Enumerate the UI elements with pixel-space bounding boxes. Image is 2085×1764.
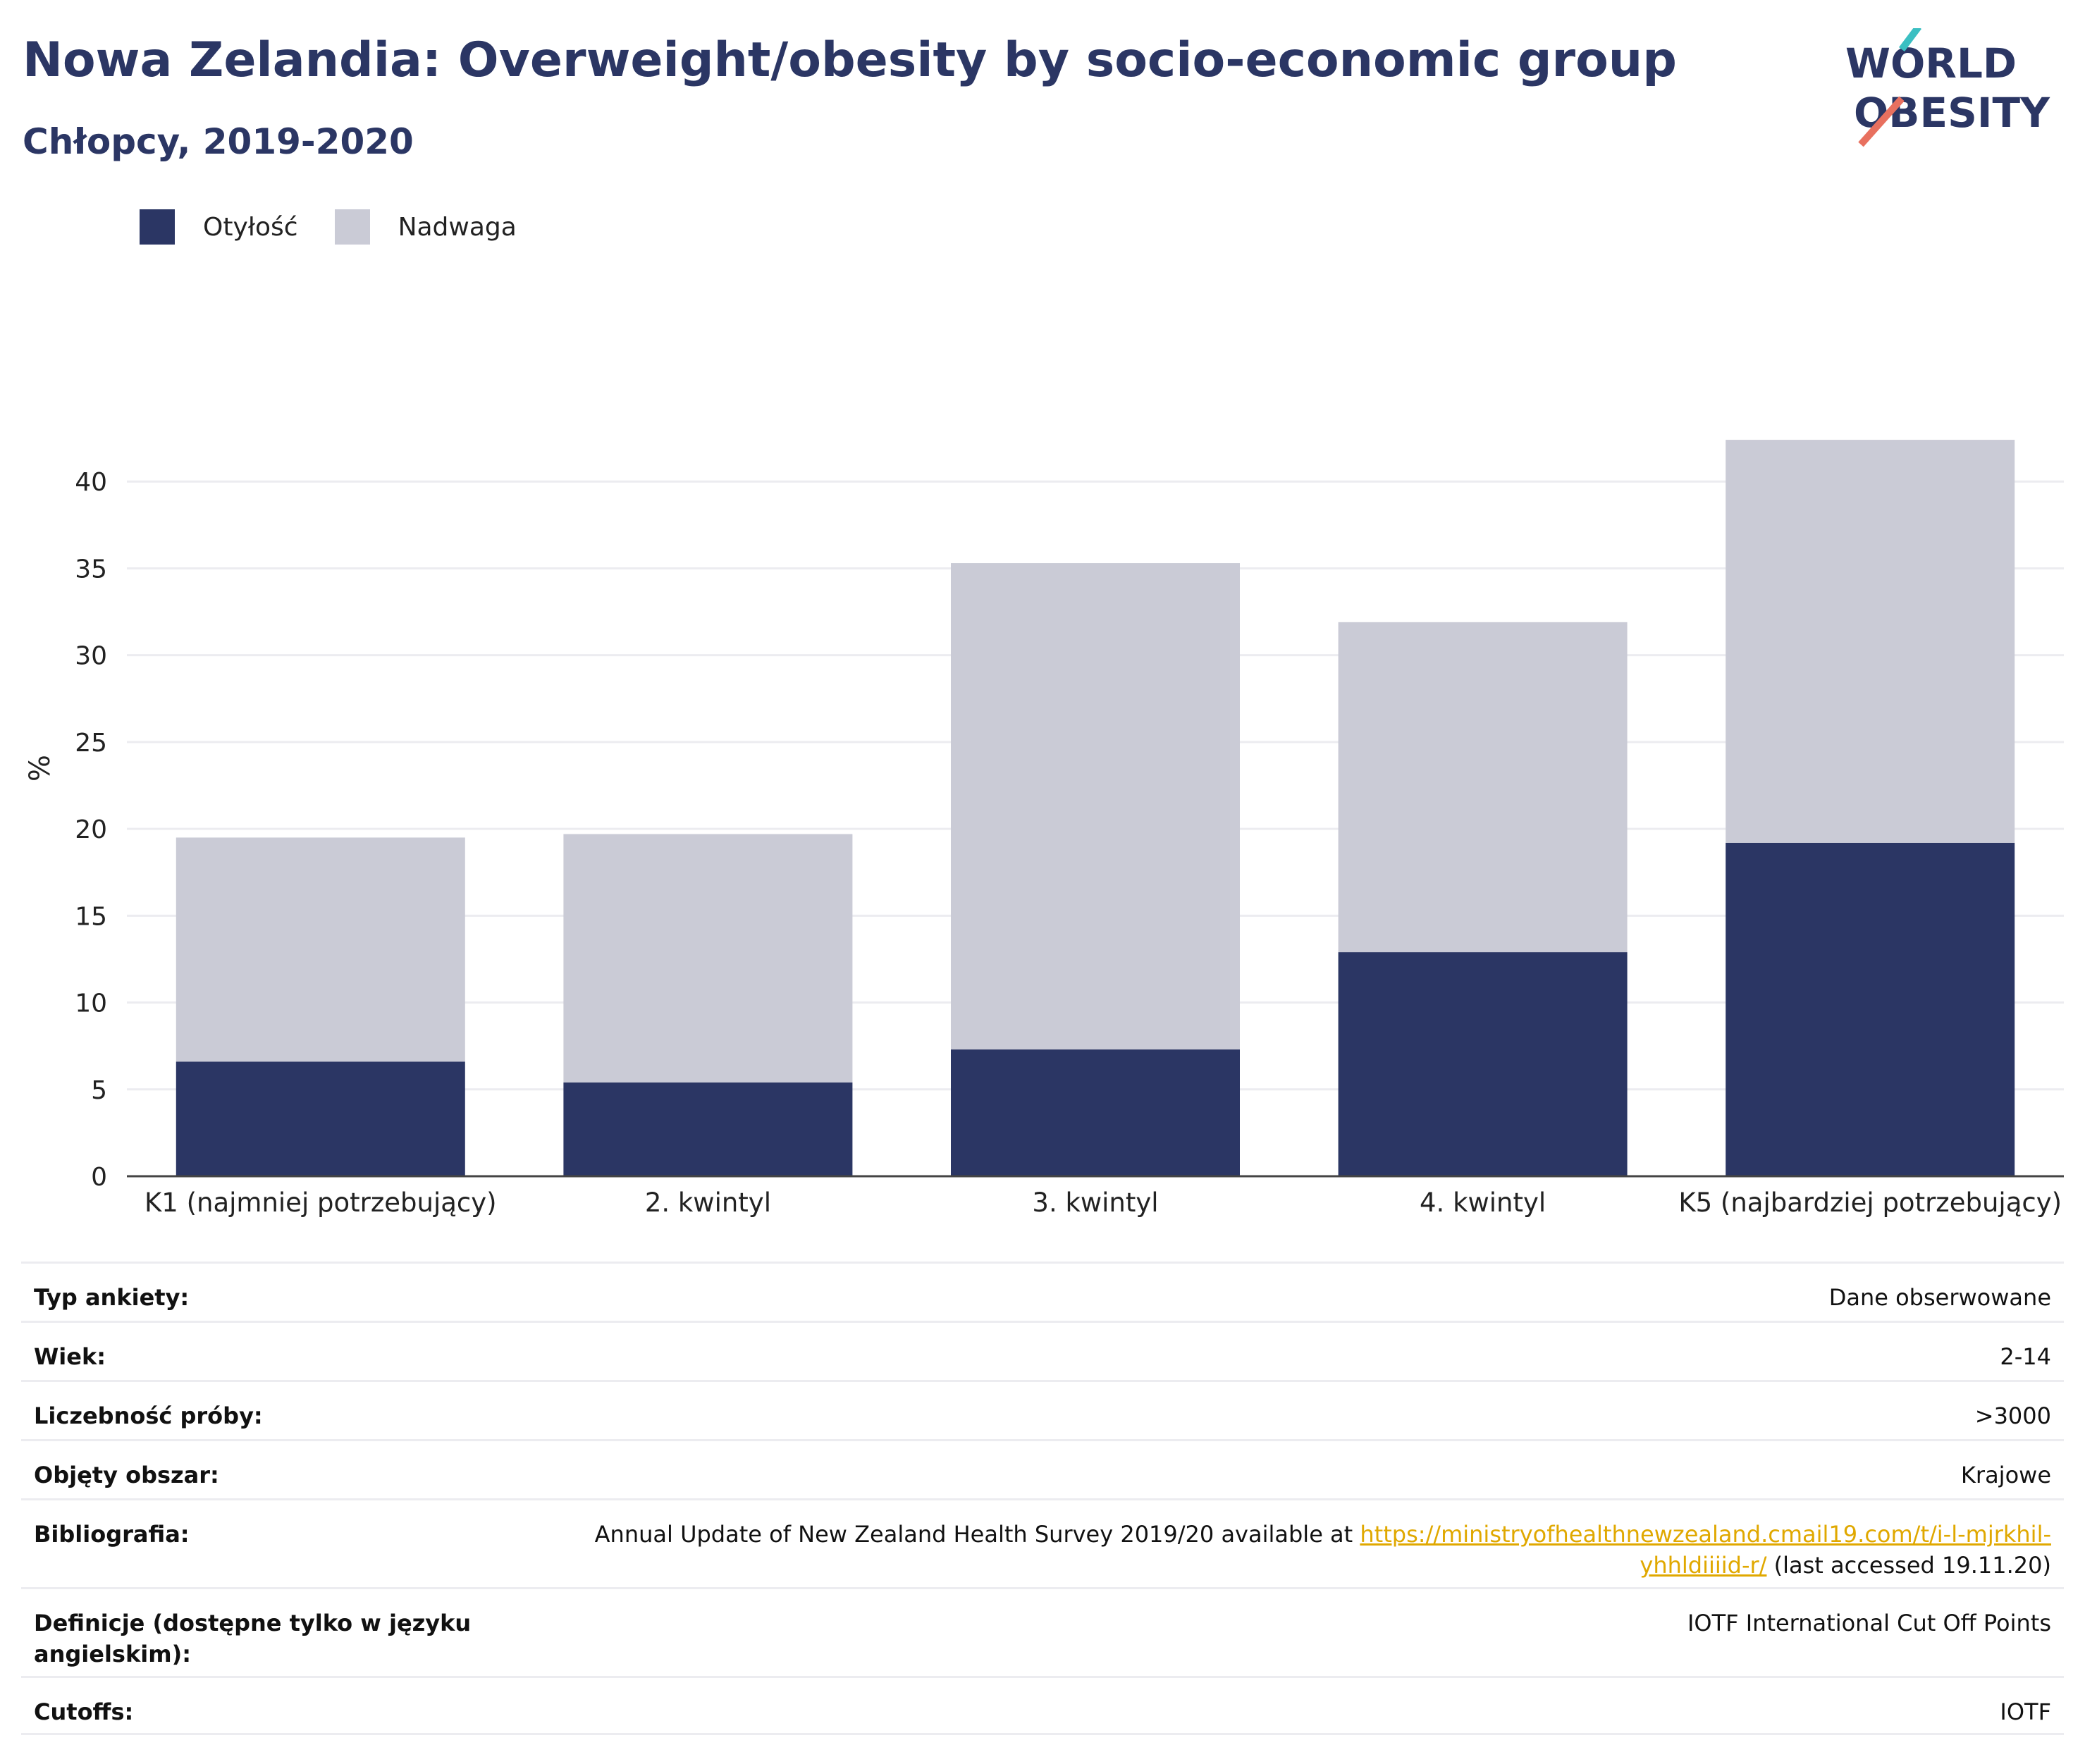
y-tick-label: 15 [75,902,107,931]
y-tick-label: 40 [75,468,107,497]
info-value-sample-size: >3000 [1974,1402,2051,1429]
chart-title: Nowa Zelandia: Overweight/obesity by soc… [23,32,1677,88]
info-row-bibliography: Bibliografia: Annual Update of New Zeala… [21,1498,2064,1587]
info-value-area: Krajowe [1960,1462,2051,1488]
info-label-definitions: Definicje (dostępne tylko w języku angie… [34,1610,472,1667]
y-tick-label: 0 [91,1163,107,1192]
info-row-age: Wiek: 2-14 [21,1321,2064,1380]
info-row-area: Objęty obszar: Krajowe [21,1439,2064,1498]
legend-item-otylosc[interactable]: Otyłość [140,209,298,245]
bar-otylosc [176,1061,465,1176]
bar-otylosc [563,1082,853,1176]
y-tick-label: 25 [75,729,107,758]
bar-otylosc [1338,952,1628,1176]
chart-legend: Otyłość Nadwaga [140,206,553,248]
y-tick-label: 20 [75,815,107,844]
info-value-survey-type: Dane obserwowane [1828,1284,2051,1311]
info-row-survey-type: Typ ankiety: Dane obserwowane [21,1262,2064,1321]
y-tick-label: 10 [75,989,107,1018]
info-label-sample-size: Liczebność próby: [34,1402,263,1429]
info-value-bibliography: Annual Update of New Zealand Health Surv… [571,1519,2051,1587]
x-tick-label: K5 (najbardziej potrzebujący) [1678,1188,2062,1218]
x-tick-label: 3. kwintyl [1032,1188,1158,1218]
legend-swatch-otylosc [140,209,175,245]
logo-text-world: WORLD [1845,39,2017,87]
legend-label-otylosc: Otyłość [203,212,298,242]
info-row-definitions: Definicje (dostępne tylko w języku angie… [21,1587,2064,1676]
info-row-sample-size: Liczebność próby: >3000 [21,1380,2064,1439]
survey-info-table: Typ ankiety: Dane obserwowane Wiek: 2-14… [21,1262,2064,1735]
info-value-definitions: IOTF International Cut Off Points [1687,1610,2051,1636]
world-obesity-logo: WORLD OBESITY [1845,28,2050,147]
bar-otylosc [1726,842,2015,1176]
bibliography-text: Annual Update of New Zealand Health Surv… [594,1521,1360,1548]
info-row-cutoffs: Cutoffs: IOTF [21,1676,2064,1735]
info-value-cutoffs: IOTF [2000,1698,2051,1725]
bar-nadwaga [176,837,465,1062]
legend-label-nadwaga: Nadwaga [398,212,517,242]
bar-nadwaga [1338,622,1628,953]
logo-teal-stroke [1899,28,1921,51]
y-tick-label: 35 [75,555,107,584]
x-tick-label: 4. kwintyl [1420,1188,1546,1218]
y-axis-label: % [24,755,56,782]
bar-nadwaga [563,834,853,1083]
legend-swatch-nadwaga [334,209,370,245]
stacked-bar-chart: 0 5 10 15 20 25 30 35 40% K1 (najmniej potrzebują… [24,440,2064,1218]
y-tick-label: 30 [75,642,107,671]
bar-otylosc [951,1049,1240,1176]
info-label-area: Objęty obszar: [34,1462,219,1488]
info-label-survey-type: Typ ankiety: [34,1284,190,1311]
info-value-age: 2-14 [2000,1343,2051,1370]
bar-nadwaga [951,563,1240,1050]
bibliography-link[interactable]: https://ministryofhealthnewzealand.cmail… [1360,1521,2051,1579]
bar-nadwaga [1726,440,2015,843]
info-label-cutoffs: Cutoffs: [34,1698,134,1725]
legend-item-nadwaga[interactable]: Nadwaga [334,209,517,245]
bibliography-accessed: (last accessed 19.11.20) [1766,1552,2051,1579]
info-label-bibliography: Bibliografia: [34,1521,190,1548]
x-tick-label: 2. kwintyl [645,1188,771,1218]
info-label-age: Wiek: [34,1343,106,1370]
x-tick-label: K1 (najmniej potrzebujący) [144,1188,497,1218]
y-tick-label: 5 [91,1076,107,1105]
logo-coral-stroke [1858,96,1905,147]
chart-subtitle: Chłopcy, 2019-2020 [23,121,414,162]
